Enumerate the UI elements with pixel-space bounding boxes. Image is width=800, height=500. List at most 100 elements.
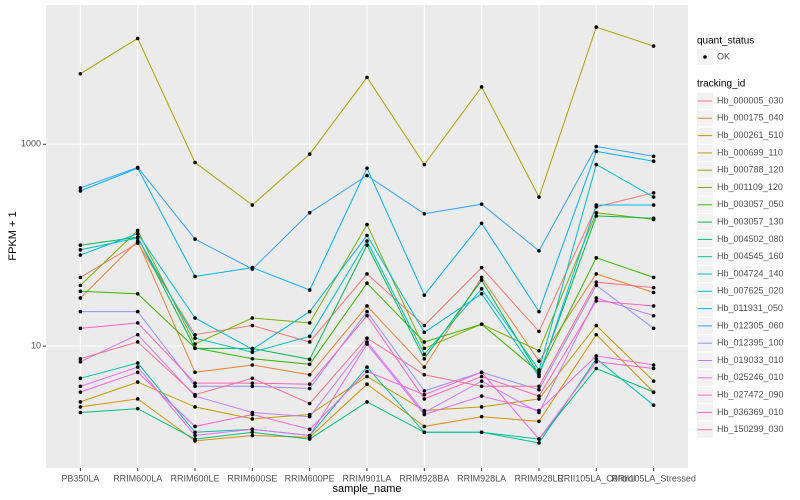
data-point [78, 384, 83, 389]
data-point [193, 405, 197, 409]
data-point [537, 441, 541, 445]
data-point [651, 366, 656, 371]
data-point [594, 256, 599, 260]
data-point [365, 222, 369, 227]
data-point [78, 248, 83, 252]
data-point [537, 249, 541, 253]
data-point [193, 342, 197, 346]
data-point [135, 370, 140, 375]
data-point [135, 406, 140, 411]
data-point [537, 374, 541, 379]
legend-label: Hb_027472_090 [717, 389, 784, 399]
data-point [479, 292, 484, 296]
data-point [594, 299, 599, 303]
legend-label: Hb_000788_120 [717, 165, 784, 175]
data-point [365, 281, 369, 286]
data-point [78, 71, 83, 76]
data-point [307, 357, 312, 362]
data-point [651, 275, 656, 280]
data-point [422, 397, 427, 401]
data-point [78, 410, 83, 415]
data-point [594, 214, 599, 218]
data-point [594, 366, 599, 371]
data-point [422, 340, 427, 344]
data-point [135, 292, 140, 296]
data-point [250, 323, 255, 328]
data-point [78, 189, 83, 193]
data-point [479, 275, 484, 280]
data-point [651, 216, 656, 221]
data-point [365, 243, 369, 248]
x-tick-label: RRIM600LA [113, 473, 162, 483]
legend-label: Hb_011931_050 [717, 303, 783, 313]
data-point [193, 433, 197, 438]
data-point [422, 430, 427, 435]
data-point [479, 394, 484, 398]
data-point [250, 347, 255, 352]
data-point [135, 309, 140, 314]
legend-label: Hb_036369_010 [717, 407, 784, 417]
data-point [78, 296, 83, 300]
data-point [307, 372, 312, 377]
legend-label: Hb_000175_040 [717, 113, 784, 123]
data-point [193, 392, 197, 397]
data-point [193, 424, 197, 429]
data-point [250, 412, 255, 417]
x-tick-label: RRIM901LA [342, 473, 391, 483]
data-point [307, 321, 312, 325]
data-point [135, 332, 140, 337]
data-point [135, 236, 140, 240]
data-point [537, 309, 541, 314]
data-point [651, 403, 656, 407]
data-point [537, 387, 541, 392]
data-point [365, 365, 369, 369]
x-tick-label: PB350LA [61, 473, 99, 483]
legend-label: Hb_150299_030 [717, 424, 784, 434]
data-point [78, 390, 83, 394]
legend-title: tracking_id [697, 79, 745, 90]
data-point [479, 286, 484, 291]
data-point [651, 285, 656, 290]
data-point [78, 243, 83, 248]
data-point [594, 323, 599, 328]
data-point [307, 210, 312, 215]
y-tick-label: 10 [31, 341, 41, 351]
data-point [78, 309, 83, 314]
x-tick-label: RRIM600PE [285, 473, 335, 483]
data-point [651, 390, 656, 394]
data-point [365, 369, 369, 374]
data-point [365, 400, 369, 404]
data-point [422, 392, 427, 397]
legend-label: Hb_012305_060 [717, 320, 784, 330]
data-point [135, 361, 140, 365]
data-point [651, 154, 656, 159]
data-point [537, 384, 541, 389]
legend-title: quant_status [697, 36, 754, 47]
data-point [479, 202, 484, 206]
legend-label: Hb_025246_010 [717, 372, 784, 382]
x-tick-label: RRII105LA_Control [557, 473, 635, 483]
data-point [365, 75, 369, 80]
data-point [193, 437, 197, 441]
data-point [651, 159, 656, 163]
data-point [193, 384, 197, 389]
data-point [307, 362, 312, 367]
data-point [479, 379, 484, 383]
data-point [365, 374, 369, 379]
data-point [651, 363, 656, 367]
data-point [422, 330, 427, 335]
legend-label: Hb_003057_130 [717, 216, 784, 226]
data-point [307, 288, 312, 292]
data-point [193, 316, 197, 320]
data-point [307, 334, 312, 339]
data-point [594, 354, 599, 358]
x-tick-label: RRIM928LE [514, 473, 563, 483]
data-point [479, 414, 484, 419]
legend-label: Hb_004545_160 [717, 251, 784, 261]
data-point [594, 296, 599, 300]
legend-label: Hb_019033_010 [717, 355, 784, 365]
data-point [537, 359, 541, 363]
legend-label: Hb_007625_020 [717, 286, 784, 296]
data-point [135, 340, 140, 344]
data-point [479, 405, 484, 409]
